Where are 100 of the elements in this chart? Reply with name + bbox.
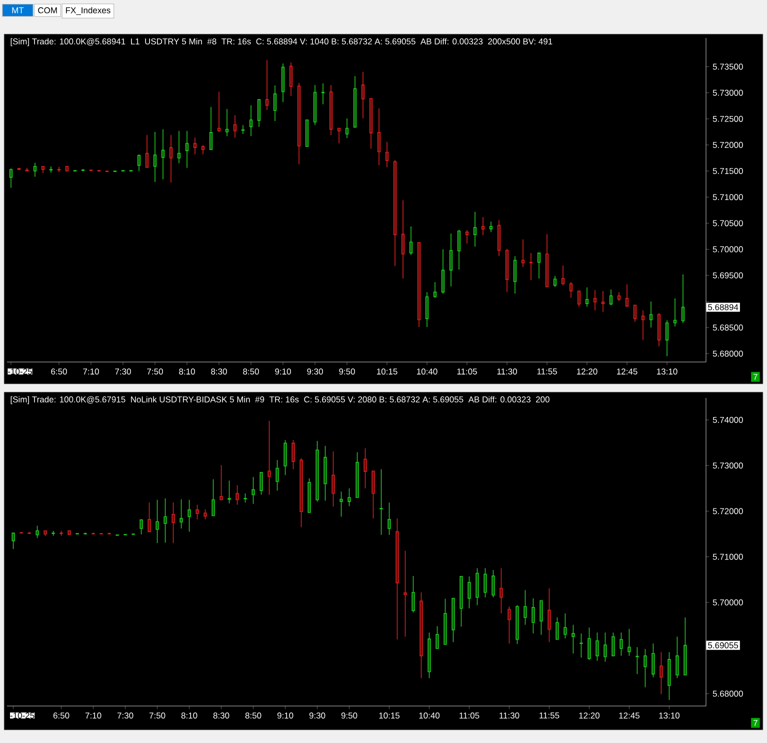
candlestick [177, 130, 181, 164]
candlestick [441, 248, 445, 294]
candlestick [332, 450, 335, 507]
candlestick [284, 440, 287, 476]
candlestick [489, 221, 493, 232]
candlestick [561, 265, 565, 286]
candlestick [385, 141, 389, 168]
x-tick-label: 11:55 [537, 368, 557, 374]
candlestick [377, 108, 381, 166]
y-tick-label: 5.72000 [712, 508, 743, 514]
annotation: #8 [207, 38, 216, 44]
x-tick-label: 8:50 [245, 712, 262, 719]
candlestick [268, 420, 271, 496]
y-tick-label: 5.73000 [712, 462, 743, 469]
candlestick [681, 274, 685, 324]
candlestick [492, 570, 495, 598]
candlestick [585, 286, 589, 308]
x-tick-label: 10:40 [419, 712, 440, 719]
candlestick [673, 298, 677, 327]
candlestick [252, 476, 255, 504]
candlestick [596, 632, 599, 662]
x-tick-label: 8:30 [213, 712, 230, 719]
candlestick [188, 499, 191, 532]
x-tick-label: 9:10 [275, 368, 291, 375]
text: 7 [754, 374, 758, 380]
text: 5.68894 [708, 304, 738, 310]
x-tick-label: 9:30 [309, 712, 326, 719]
candlestick [49, 166, 53, 173]
y-tick-label: 5.70500 [712, 220, 743, 226]
candlestick [153, 132, 157, 182]
annotation: TR: 16s [269, 396, 299, 402]
candlestick [465, 230, 469, 244]
candlestick [649, 301, 653, 328]
candlestick [212, 478, 215, 516]
candlestick [244, 492, 247, 503]
x-tick-label: 8:10 [181, 712, 198, 719]
candlestick [412, 576, 415, 613]
candlestick [473, 211, 477, 248]
annotation: [Sim] Trade: 100.0K@5.67915 [10, 396, 126, 404]
candlestick [593, 290, 597, 311]
x-tick-label: 13:10 [659, 712, 680, 719]
candlestick [540, 600, 543, 636]
x-tick-label: 10:40 [417, 368, 438, 375]
candlestick [620, 632, 623, 656]
text: MT [12, 7, 24, 14]
text: FX_Indexes [66, 7, 110, 15]
candlestick [140, 518, 143, 535]
candlestick [404, 550, 407, 638]
x-tick-label: 7:30 [117, 712, 134, 719]
candlestick [577, 290, 581, 308]
x-tick-label: 8:30 [211, 368, 227, 375]
candlestick [260, 472, 263, 496]
y-tick-label: 5.71500 [712, 168, 743, 174]
candlestick [433, 282, 437, 298]
x-tick-label: 12:20 [579, 712, 600, 719]
x-tick-label: 13:10 [657, 368, 678, 375]
candlestick [436, 626, 439, 649]
candlestick [481, 216, 485, 236]
candlestick [537, 252, 541, 279]
candlestick [169, 134, 173, 183]
candlestick [569, 282, 573, 298]
x-tick-label: 6:50 [53, 712, 70, 719]
x-tick-label: 12:20 [577, 368, 598, 375]
candlestick [636, 646, 639, 674]
candlestick [265, 60, 269, 110]
candlestick [156, 499, 159, 544]
annotation: #9 [255, 396, 264, 402]
candlestick [172, 502, 175, 544]
candlestick [457, 230, 461, 270]
candlestick [161, 128, 165, 180]
candlestick [556, 617, 559, 640]
candlestick [220, 464, 223, 501]
annotation: C: 5.68894 V: 1040 B: 5.68732 A: 5.69055 [256, 38, 416, 44]
x-tick-label: 11:55 [540, 712, 560, 718]
x-tick-label: 7:10 [85, 712, 102, 719]
candlestick [660, 652, 663, 695]
candlestick [137, 154, 141, 172]
candlestick [553, 276, 557, 288]
y-tick-label: 5.71000 [712, 554, 743, 560]
candlestick [164, 498, 167, 544]
candlestick [12, 532, 15, 550]
candlestick [193, 137, 197, 155]
y-tick-label: 5.70000 [712, 246, 743, 252]
candlestick [233, 114, 237, 138]
x-tick-label: 9:10 [277, 712, 294, 719]
candlestick [9, 168, 13, 188]
candlestick [33, 162, 37, 178]
candlestick [364, 448, 367, 489]
candlestick [449, 233, 453, 287]
x-tick-label: -10-25 [10, 712, 34, 719]
y-tick-label: 5.74000 [712, 416, 743, 423]
y-tick-label: 5.68500 [712, 324, 743, 331]
text: 5.69055 [708, 642, 738, 648]
y-tick-label: 5.69500 [712, 272, 743, 278]
annotation: 200 [536, 396, 550, 402]
candlestick [588, 627, 591, 660]
candlestick [217, 91, 221, 132]
candlestick [340, 491, 343, 518]
annotation: AB Diff: 0.00323 [468, 396, 530, 402]
candlestick [145, 134, 149, 168]
